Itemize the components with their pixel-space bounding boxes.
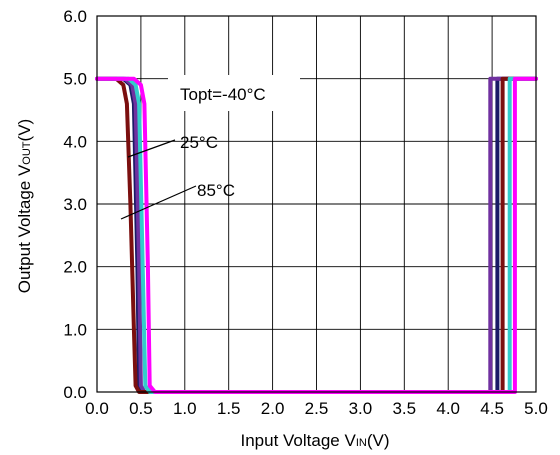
x-axis-label-sub: IN <box>356 437 367 449</box>
x-tick-label: 2.5 <box>305 399 329 418</box>
x-tick-labels: 0.0 0.5 1.0 1.5 2.0 2.5 3.0 3.5 4.0 4.5 5.0 <box>85 399 548 418</box>
y-axis-label-sub: OUT <box>21 141 33 165</box>
y-axis-label: Output Voltage VOUT(V) <box>15 119 34 293</box>
x-axis-label-unit: (V) <box>367 431 390 450</box>
y-tick-label: 4.0 <box>63 132 87 151</box>
annotation-leader-25c <box>127 139 176 158</box>
y-axis-label-main: Output Voltage V <box>15 164 34 293</box>
y-tick-label: 3.0 <box>63 195 87 214</box>
plot-border <box>96 15 537 393</box>
series-group <box>95 76 538 394</box>
x-tick-label: 4.0 <box>436 399 460 418</box>
x-axis-label-main: Input Voltage V <box>241 431 357 450</box>
x-tick-label: 3.5 <box>392 399 416 418</box>
x-tick-label: 4.5 <box>480 399 504 418</box>
y-tick-label: 6.0 <box>63 7 87 26</box>
annotations: Topt=-40°C 25°C 85°C <box>120 75 300 220</box>
y-tick-label: 1.0 <box>63 320 87 339</box>
x-tick-label: 0.0 <box>85 399 109 418</box>
y-tick-label: 2.0 <box>63 258 87 277</box>
annotation-box <box>168 75 300 111</box>
grid <box>96 15 537 393</box>
x-tick-label: 1.0 <box>173 399 197 418</box>
x-tick-label: 2.0 <box>261 399 285 418</box>
annotation-topt: Topt=-40°C <box>180 85 266 104</box>
x-axis-label: Input Voltage VIN(V) <box>241 431 390 450</box>
y-tick-labels: 0.0 1.0 2.0 3.0 4.0 5.0 6.0 <box>63 7 87 402</box>
x-tick-label: 1.5 <box>217 399 241 418</box>
series-line-purple <box>95 76 538 394</box>
y-tick-label: 5.0 <box>63 70 87 89</box>
annotation-85c: 85°C <box>197 181 235 200</box>
x-tick-label: 3.0 <box>349 399 373 418</box>
x-tick-label: 5.0 <box>524 399 548 418</box>
y-axis-label-unit: (V) <box>15 119 34 142</box>
annotation-25c: 25°C <box>180 133 218 152</box>
series-line-25C <box>95 76 538 394</box>
y-tick-label: 0.0 <box>63 383 87 402</box>
series-line--40C <box>95 76 538 394</box>
x-tick-label: 0.5 <box>129 399 153 418</box>
annotation-leader-85c <box>120 185 197 220</box>
